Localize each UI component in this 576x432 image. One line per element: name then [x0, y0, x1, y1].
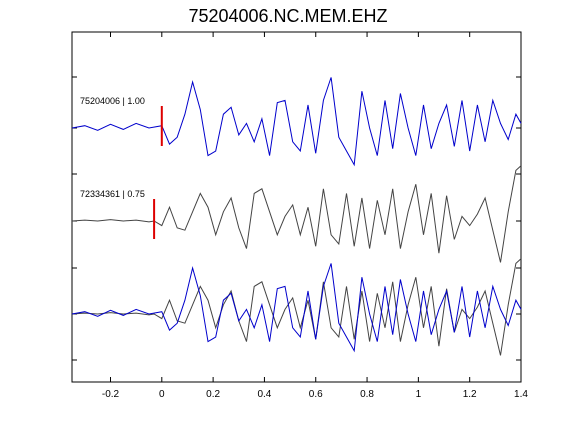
x-tick-label: 0.4 [257, 389, 271, 400]
trace-labels-layer: 75204006 | 1.00 72334361 | 0.75 [80, 96, 145, 199]
x-axis-ticks: -0.2 0 0.2 0.4 0.6 0.8 1 1.2 1.4 [102, 32, 528, 400]
x-tick-label: 0.8 [360, 389, 374, 400]
x-tick-label: -0.2 [102, 389, 120, 400]
trace-line-2 [71, 165, 522, 263]
x-tick-label: 0 [159, 389, 165, 400]
chart-title: 75204006.NC.MEM.EHZ [188, 6, 387, 26]
trace-label-2: 72334361 | 0.75 [80, 189, 145, 199]
x-tick-label: 0.2 [206, 389, 220, 400]
traces-layer [71, 77, 522, 356]
trace-line-1 [71, 77, 522, 167]
x-tick-label: 1.2 [463, 389, 477, 400]
x-tick-label: 1.4 [514, 389, 528, 400]
overlay-match-line [71, 258, 522, 356]
x-tick-label: 1 [416, 389, 422, 400]
trace-label-1: 75204006 | 1.00 [80, 96, 145, 106]
overlay-template-line [71, 263, 522, 353]
x-tick-label: 0.6 [309, 389, 323, 400]
plot-frame [71, 31, 522, 383]
